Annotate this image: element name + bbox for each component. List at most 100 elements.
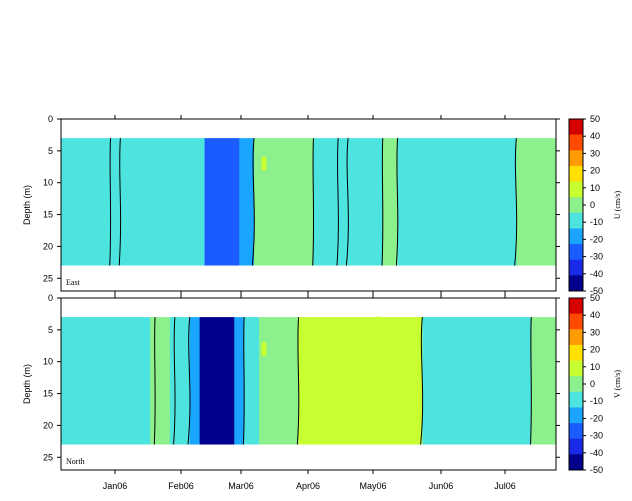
heatmap-band: [189, 317, 201, 445]
heatmap-band: [298, 317, 423, 445]
colorbar-tick-label: 10: [590, 362, 600, 372]
heatmap-spot: [261, 156, 267, 171]
contour-line: [345, 138, 349, 266]
heatmap-spot: [261, 341, 267, 356]
contour-line: [514, 138, 518, 266]
colorbar-segment: [569, 119, 583, 135]
heatmap-band: [486, 138, 517, 266]
colorbar-segment: [569, 391, 583, 408]
colorbar-tick-label: -30: [590, 431, 603, 441]
y-tick-label: 25: [43, 452, 53, 462]
y-axis-label: Depth (m): [22, 364, 32, 404]
colorbar-segment: [569, 454, 583, 471]
colorbar-tick-label: 0: [590, 200, 595, 210]
y-tick-label: 25: [43, 273, 53, 283]
heatmap-band: [199, 317, 235, 445]
panel-east: 0 5 10 15 20 25 Depth (m) East: [22, 114, 560, 295]
colorbar-segment: [569, 298, 583, 314]
heatmap-band: [531, 317, 557, 445]
heatmap-band: [115, 138, 206, 266]
contour-line: [312, 138, 315, 266]
heatmap-spot: [306, 341, 311, 356]
colorbar-tick-label: -40: [590, 448, 603, 458]
colorbar-tick-label: -30: [590, 252, 603, 262]
y-tick-label: 20: [43, 420, 53, 430]
heatmap-band: [516, 138, 557, 266]
contour-line: [109, 138, 112, 266]
contour-line: [296, 317, 300, 445]
heatmap-band: [150, 317, 171, 445]
x-tick-label: Mar06: [228, 481, 254, 491]
y-tick-label: 0: [48, 293, 53, 303]
colorbar: 50 40 30 20 10 0 -10 -20 -30 -40 -50 U (cm/s): [568, 114, 622, 296]
colorbar-tick-label: 50: [590, 114, 600, 124]
contour-line: [153, 317, 156, 445]
heatmap-band: [382, 138, 399, 266]
x-tick-label: Jan06: [103, 481, 128, 491]
y-axis-label: Depth (m): [22, 185, 32, 225]
x-tick-label: Apr06: [296, 481, 320, 491]
colorbar-segment: [569, 329, 583, 346]
colorbar-segment: [569, 376, 583, 393]
colorbar-tick-label: -40: [590, 269, 603, 279]
x-tick-label: May06: [359, 481, 386, 491]
y-tick-label: 20: [43, 241, 53, 251]
y-tick-label: 10: [43, 357, 53, 367]
colorbar-segment: [569, 344, 583, 361]
colorbar-segment: [569, 134, 583, 151]
contour-line: [395, 138, 399, 266]
colorbar-tick-label: -50: [590, 286, 603, 296]
heatmap-spot: [375, 316, 381, 331]
x-tick-label: Feb06: [168, 481, 194, 491]
colorbar-tick-label: -50: [590, 465, 603, 475]
heatmap-band: [61, 138, 72, 266]
colorbar-segment: [569, 438, 583, 455]
colorbar-segment: [569, 259, 583, 276]
colorbar-segment: [569, 360, 583, 377]
heatmap-band: [169, 317, 191, 445]
colorbar-tick-label: -10: [590, 396, 603, 406]
heatmap-band: [204, 138, 240, 266]
colorbar-segment: [569, 150, 583, 167]
colorbar-segment: [569, 423, 583, 440]
heatmap-band: [259, 317, 300, 445]
heatmap-spot: [429, 162, 435, 177]
y-tick-label: 5: [48, 146, 53, 156]
colorbar-segment: [569, 165, 583, 182]
contour-line: [118, 138, 122, 266]
colorbar-tick-label: -10: [590, 217, 603, 227]
contour-line: [336, 138, 339, 266]
heatmap-band: [61, 317, 151, 445]
colorbar-tick-label: -20: [590, 413, 603, 423]
colorbar-segment: [569, 407, 583, 424]
contour-line: [187, 317, 191, 445]
x-tick-label: Jun06: [429, 481, 454, 491]
colorbar-tick-label: 20: [590, 166, 600, 176]
contour-line: [420, 317, 424, 445]
heatmap-band: [422, 317, 532, 445]
colorbar-segment: [569, 313, 583, 330]
colorbar-tick-label: 10: [590, 183, 600, 193]
contour-line: [173, 317, 176, 445]
colorbar-tick-label: 40: [590, 131, 600, 141]
x-tick-label: Jul06: [494, 481, 516, 491]
colorbar-segment: [569, 181, 583, 198]
heatmap-band: [239, 138, 255, 266]
y-tick-label: 0: [48, 114, 53, 124]
panel-label: East: [66, 278, 81, 287]
y-tick-label: 10: [43, 178, 53, 188]
colorbar-tick-label: 20: [590, 345, 600, 355]
colorbar-tick-label: 0: [590, 379, 595, 389]
y-tick-label: 15: [43, 389, 53, 399]
heatmap-band: [234, 317, 245, 445]
heatmap-band: [244, 317, 260, 445]
panel-label: North: [66, 457, 85, 466]
colorbar-label: U (cm/s): [613, 191, 622, 220]
contour-line: [381, 138, 384, 266]
heatmap-band: [70, 138, 116, 266]
colorbar-segment: [569, 212, 583, 229]
colorbar: 50 40 30 20 10 0 -10 -20 -30 -40 -50 V (cm/s): [568, 293, 622, 475]
heatmap-band: [471, 138, 488, 266]
y-tick-label: 5: [48, 325, 53, 335]
